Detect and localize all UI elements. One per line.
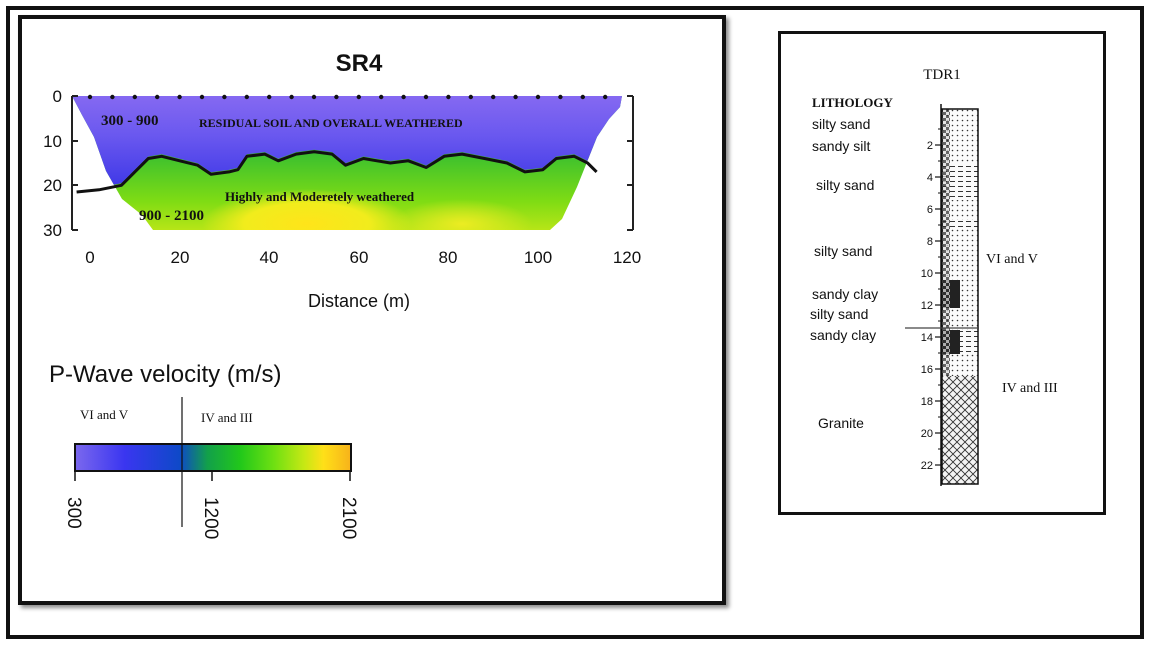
depth-tick-label: 16: [921, 364, 933, 376]
colorbar-tick-2100: 2100: [338, 497, 359, 539]
depth-tick-label: 14: [921, 332, 933, 344]
depth-tick-label: 12: [921, 300, 933, 312]
geophone-dot: [199, 94, 205, 100]
geophone-dot: [87, 94, 93, 100]
borehole-log-panel: TDR1 LITHOLOGY 2 4 6 8 10 12 14 16 18 20 22 silty …: [778, 31, 1106, 515]
borehole-column: [940, 104, 979, 486]
geophone-dot: [580, 94, 585, 100]
depth-axis-left: [71, 95, 78, 231]
distance-axis-label: Distance (m): [308, 291, 410, 311]
velocity-colorbar: [74, 443, 352, 472]
borehole-depth-scale: 2 4 6 8 10 12 14 16 18 20 22: [921, 128, 942, 472]
legend-title: P-Wave velocity (m/s): [49, 361, 281, 388]
depth-tick-label: 20: [921, 428, 933, 440]
geophone-dot: [401, 94, 406, 100]
grade-lower-label: IV and III: [1002, 381, 1058, 396]
distance-tick-20: 20: [171, 248, 190, 267]
seismic-section-panel: SR4 0 10 20 30: [18, 15, 726, 605]
lithology-header: LITHOLOGY: [812, 95, 894, 110]
depth-tick-label: 8: [927, 236, 933, 248]
distance-tick-40: 40: [260, 248, 279, 267]
depth-tick-label: 22: [921, 460, 933, 472]
layer-sandy-clay-1: sandy clay: [812, 286, 878, 302]
colorbar-tick-1200: 1200: [200, 497, 221, 539]
colorbar-ticks: [74, 471, 351, 481]
depth-axis-right: [627, 95, 634, 231]
layer-sandy-clay-2: sandy clay: [810, 327, 876, 343]
depth-tick-0: 0: [53, 87, 62, 106]
distance-tick-120: 120: [613, 248, 641, 267]
geophone-dot: [334, 94, 339, 100]
geophone-dot: [267, 94, 272, 100]
geophone-dot: [244, 94, 249, 100]
velocity-section: [72, 96, 622, 230]
colorbar-tick-300: 300: [63, 497, 84, 529]
depth-tick-label: 10: [921, 268, 933, 280]
distance-tick-0: 0: [85, 248, 94, 267]
upper-zone-label: RESIDUAL SOIL AND OVERALL WEATHERED: [199, 116, 463, 130]
geophone-dot: [468, 94, 473, 100]
lower-zone-label: Highly and Moderetely weathered: [225, 189, 415, 204]
legend-class-right: IV and III: [201, 410, 253, 425]
geophone-dot: [423, 94, 429, 100]
borehole-log-figure: TDR1 LITHOLOGY 2 4 6 8 10 12 14 16 18 20 22 silty …: [810, 67, 1058, 486]
distance-tick-80: 80: [439, 248, 458, 267]
lower-velocity-range: 900 - 2100: [139, 208, 204, 224]
legend-class-left: VI and V: [80, 407, 129, 422]
depth-tick-30: 30: [43, 221, 62, 240]
depth-tick-20: 20: [43, 176, 62, 195]
layer-silty-sand-4: silty sand: [810, 306, 868, 322]
colorbar-tick-labels: 300 1200 2100: [63, 497, 359, 539]
layer-silty-sand-2: silty sand: [816, 177, 874, 193]
geophone-dot: [311, 94, 317, 100]
geophone-dot: [513, 94, 518, 100]
geophone-dot: [446, 94, 451, 100]
geophone-dot: [155, 94, 160, 100]
layer-granite: Granite: [818, 415, 864, 431]
geophone-dot: [289, 94, 294, 100]
geophone-dot: [558, 94, 563, 100]
distance-tick-labels: 0 20 40 60 80 100 120: [85, 248, 641, 267]
geophone-dot: [110, 94, 115, 100]
depth-tick-label: 4: [927, 172, 933, 184]
geophone-dot: [132, 94, 137, 100]
geophone-dot: [379, 94, 384, 100]
layer-sandy-silt: sandy silt: [812, 138, 870, 154]
geophone-dot: [603, 94, 608, 100]
distance-tick-100: 100: [524, 248, 552, 267]
depth-tick-label: 18: [921, 396, 933, 408]
geophone-dot: [222, 94, 227, 100]
section-title: SR4: [336, 50, 383, 77]
layer-silty-sand-1: silty sand: [812, 116, 870, 132]
depth-tick-labels: 0 10 20 30: [43, 87, 62, 240]
depth-tick-label: 2: [927, 140, 933, 152]
grade-upper-label: VI and V: [986, 252, 1038, 267]
depth-tick-10: 10: [43, 132, 62, 151]
distance-tick-60: 60: [350, 248, 369, 267]
upper-velocity-range: 300 - 900: [101, 113, 159, 129]
borehole-title: TDR1: [923, 67, 961, 83]
seismic-section-figure: SR4 0 10 20 30: [43, 50, 641, 539]
weathering-interface-line: [76, 150, 598, 194]
depth-tick-label: 6: [927, 204, 933, 216]
geophone-markers: [87, 94, 608, 100]
geophone-dot: [177, 94, 182, 100]
lithology-labels: silty sand sandy silt silty sand silty s…: [810, 116, 878, 431]
geophone-dot: [356, 94, 361, 100]
geophone-dot: [535, 94, 541, 100]
layer-silty-sand-3: silty sand: [814, 243, 872, 259]
geophone-dot: [491, 94, 496, 100]
